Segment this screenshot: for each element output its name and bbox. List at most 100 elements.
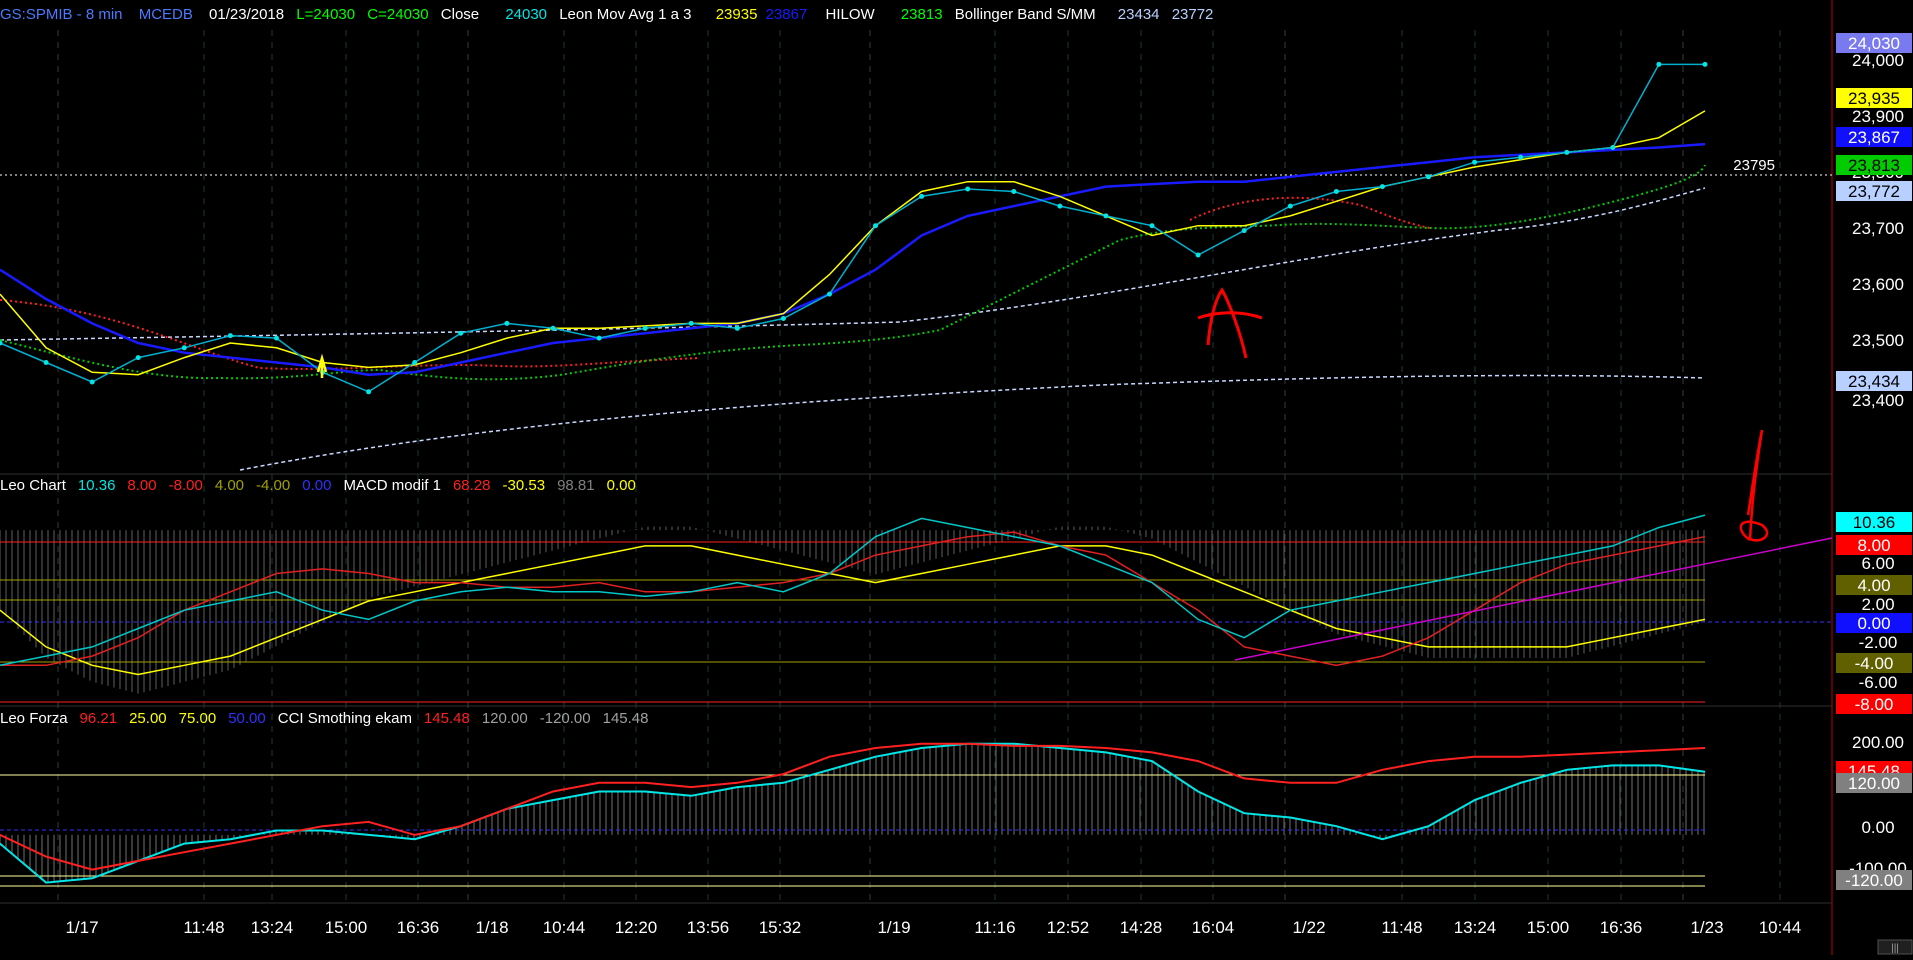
macd-legend-line: Leo Chart 10.36 8.00 -8.00 4.00 -4.00 0.00 MACD… (0, 477, 636, 494)
legend-entry: -30.53 (503, 477, 546, 494)
up-arrow-icon (316, 353, 328, 378)
legend-entry: 25.00 (129, 710, 167, 727)
axis-badge-label: 10.36 (1853, 513, 1896, 532)
close-word: Close (441, 6, 479, 23)
close-point (780, 316, 786, 321)
price-panel[interactable]: 23795 A (0, 61, 1832, 471)
legend-entry: -8.00 (169, 477, 203, 494)
axis-tick-label: 23,700 (1852, 219, 1904, 238)
bb-v2: 23772 (1172, 6, 1214, 23)
close-point (1656, 61, 1662, 67)
axis-badge: -4.00 (1836, 653, 1912, 673)
axis-badge: 23,772 (1836, 181, 1912, 201)
time-axis-label: 16:36 (1600, 918, 1643, 937)
time-axis-label: 12:20 (615, 918, 658, 937)
close-markers (0, 61, 1708, 395)
time-axis-label: 10:44 (1759, 918, 1802, 937)
time-axis-label: 10:44 (543, 918, 586, 937)
hilow-name: HILOW (825, 6, 875, 23)
macd-panel[interactable] (0, 429, 1833, 703)
close-point (596, 335, 602, 341)
axis-badge: 23,867 (1836, 127, 1912, 147)
vertical-gridlines (57, 30, 1781, 903)
legend-entry: Leo Chart (0, 477, 67, 494)
time-axis-label: 13:24 (251, 918, 294, 937)
close-point (1011, 189, 1017, 194)
close-point (919, 193, 925, 199)
axis-badge: 8.00 (1836, 535, 1912, 555)
axis-badge-label: 23,813 (1848, 156, 1900, 175)
axis-badge: 24,030 (1836, 33, 1912, 53)
close-point (412, 360, 418, 365)
axis-badge: 23,813 (1836, 155, 1912, 175)
bb-name: Bollinger Band S/MM (955, 6, 1096, 23)
legend-entry: 50.00 (228, 710, 266, 727)
axis-tick-label: -6.00 (1859, 673, 1898, 692)
close-point (1057, 203, 1063, 209)
close-point (135, 355, 141, 361)
scrollbar-corner[interactable]: ||| (1877, 939, 1913, 955)
legend-entry: -120.00 (540, 710, 591, 727)
axis-badge: 120.00 (1836, 773, 1912, 793)
time-axis-label: 15:32 (759, 918, 802, 937)
cci-panel[interactable] (0, 742, 1706, 887)
time-axis-label: 11:48 (183, 918, 224, 937)
axis-badge-label: 120.00 (1848, 774, 1900, 793)
axis-badge-label: 0.00 (1857, 614, 1890, 633)
close-point (642, 325, 648, 331)
time-axis-label: 1/19 (877, 918, 910, 937)
macd-legend: Leo Chart 10.36 8.00 -8.00 4.00 -4.00 0.00 MACD… (0, 477, 636, 494)
axis-badge-label: -120.00 (1845, 871, 1903, 890)
price-hline-label: 23795 (1733, 157, 1775, 174)
axis-badge-label: 23,935 (1848, 89, 1900, 108)
macd-red-line (0, 531, 1706, 667)
header-legend: GS:SPMIB - 8 min MCEDB 01/23/2018 L=2403… (0, 6, 1213, 23)
legend-entry: 75.00 (179, 710, 217, 727)
macd-signal-line (0, 545, 1706, 676)
close-point (734, 325, 740, 331)
axis-badge-label: 4.00 (1857, 576, 1890, 595)
bollinger-upper (0, 187, 1706, 341)
date-label: 01/23/2018 (209, 6, 284, 23)
axis-badge: 23,434 (1836, 371, 1912, 391)
cci-axis-ticks: 200.000.00-100.00 (1849, 733, 1907, 878)
close-point (274, 335, 279, 341)
close-value: 24030 (505, 6, 547, 23)
time-axis-label: 16:36 (397, 918, 440, 937)
source-label: MCEDB (139, 6, 193, 23)
close-point (366, 389, 372, 395)
close-point (873, 223, 878, 229)
close-point (1379, 184, 1385, 190)
axis-badge-label: 24,030 (1848, 34, 1900, 53)
axis-tick-label: 0.00 (1861, 818, 1894, 837)
close-label: C=24030 (367, 6, 428, 23)
close-point (43, 360, 49, 365)
svg-text:|||: ||| (1891, 943, 1899, 954)
annotation-check (1739, 429, 1769, 542)
time-axis-label: 11:48 (1381, 918, 1422, 937)
close-point (1518, 154, 1524, 160)
legend-entry: 96.21 (80, 710, 118, 727)
mov-avg-v2: 23867 (766, 6, 808, 23)
bb-v1: 23434 (1118, 6, 1160, 23)
header-line: GS:SPMIB - 8 min MCEDB 01/23/2018 L=2403… (0, 6, 1213, 23)
close-point (1195, 252, 1201, 258)
time-axis[interactable]: 1/17 11:48 13:24 15:00 16:36 1/18 10:44 12:20 13… (65, 918, 1801, 937)
close-point (1702, 61, 1708, 67)
axis-badge: 4.00 (1836, 575, 1912, 595)
time-axis-label: 15:00 (1527, 918, 1570, 937)
macd-axis-ticks: 6.00 2.00 -2.00 -6.00 (1859, 554, 1898, 692)
macd-cyan-line (0, 514, 1706, 667)
axis-badge-label: 23,434 (1848, 372, 1900, 391)
close-point (550, 325, 556, 331)
cci-legend-line: Leo Forza 96.21 25.00 75.00 50.00 CCI Smothin… (0, 710, 649, 727)
low-label: L=24030 (296, 6, 355, 23)
legend-entry: 10.36 (78, 477, 116, 494)
legend-entry: -4.00 (256, 477, 290, 494)
axis-tick-label: 2.00 (1861, 595, 1894, 614)
axis-badge-label: 23,772 (1848, 182, 1900, 201)
mov-avg-name: Leon Mov Avg 1 a 3 (559, 6, 691, 23)
ma-slow-line (0, 142, 1706, 376)
close-point (504, 320, 510, 326)
axis-tick-label: 23,600 (1852, 275, 1904, 294)
